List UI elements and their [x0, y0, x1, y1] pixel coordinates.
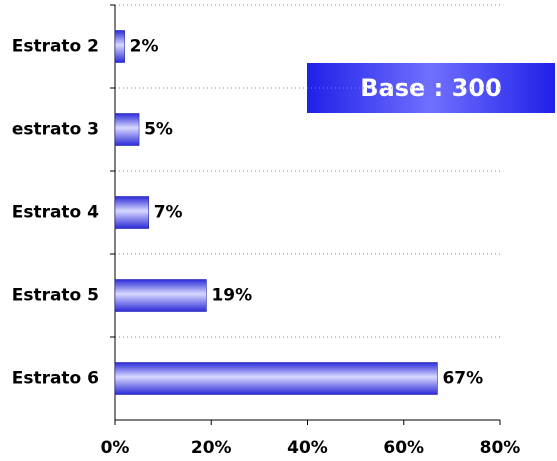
bar [114, 362, 438, 395]
value-label: 2% [130, 37, 159, 57]
x-tick-label: 20% [191, 438, 232, 458]
value-label: 5% [144, 120, 173, 140]
value-label: 7% [154, 203, 183, 223]
y-tick-label: Estrato 6 [12, 369, 99, 389]
bar [114, 113, 140, 146]
x-tick-label: 40% [287, 438, 328, 458]
y-tick-label: Estrato 2 [12, 37, 99, 57]
x-tick-label: 80% [480, 438, 521, 458]
y-tick-label: Estrato 5 [12, 286, 99, 306]
y-tick-label: Estrato 4 [12, 203, 99, 223]
bar [114, 30, 125, 63]
y-tick-label: estrato 3 [12, 120, 99, 140]
bar [114, 196, 149, 229]
bar [114, 279, 207, 312]
value-label: 19% [211, 286, 252, 306]
value-label: 67% [442, 369, 483, 389]
x-tick-label: 0% [101, 438, 130, 458]
x-tick-label: 60% [383, 438, 424, 458]
